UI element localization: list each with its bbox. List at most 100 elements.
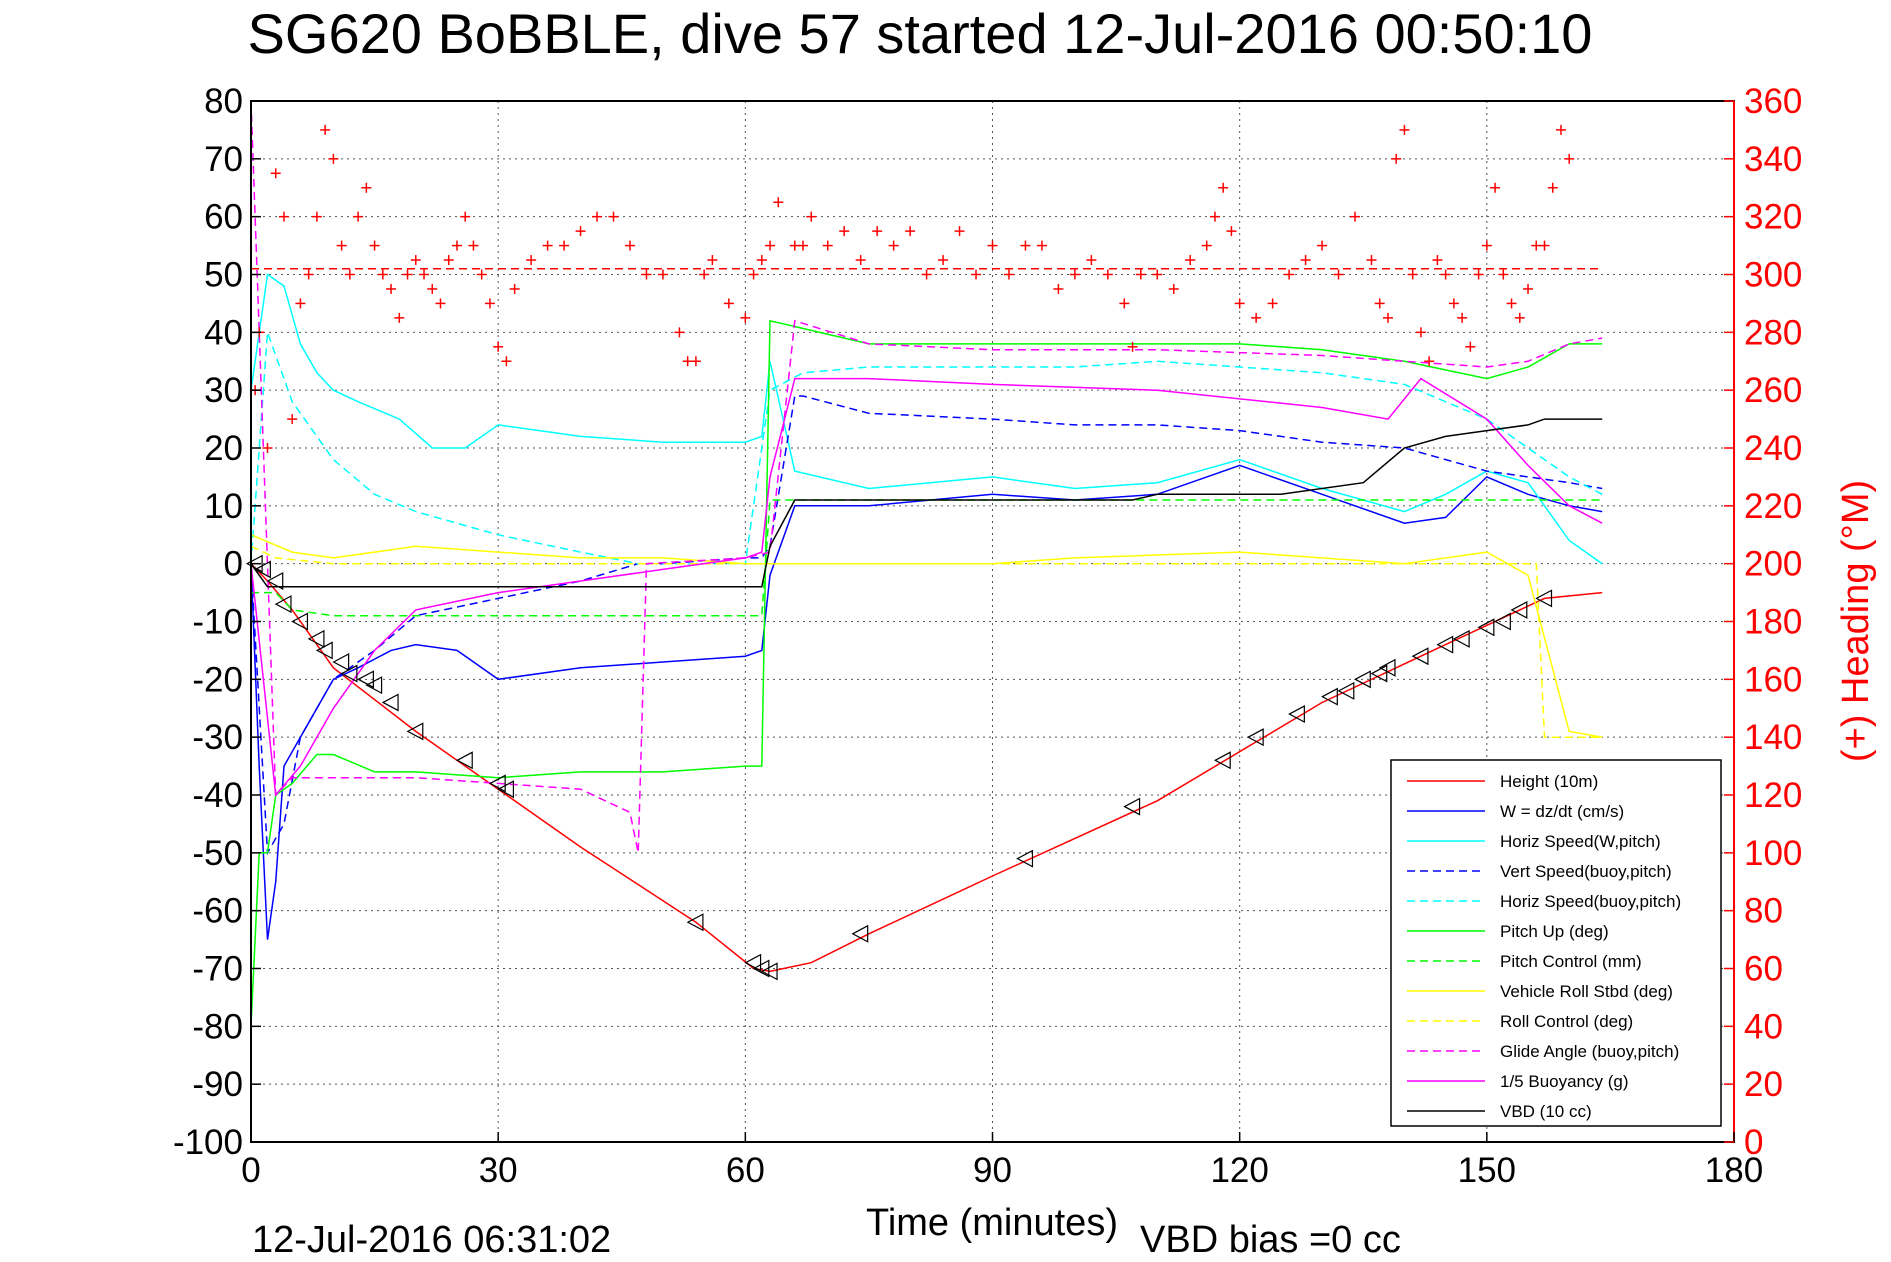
- right-y-axis-label: (+) Heading (°M): [1835, 480, 1877, 762]
- heading-point: [1036, 240, 1047, 251]
- heading-point: [559, 240, 570, 251]
- heading-point: [971, 269, 982, 280]
- series-line-9: [250, 100, 1603, 853]
- heading-point: [509, 283, 520, 294]
- heading-point: [798, 240, 809, 251]
- heading-point: [1020, 240, 1031, 251]
- heading-point: [270, 168, 281, 179]
- legend-item: Vert Speed(buoy,pitch): [1407, 862, 1672, 881]
- heading-point: [839, 226, 850, 237]
- heading-point: [624, 240, 635, 251]
- heading-point: [748, 269, 759, 280]
- series-line-11: [250, 418, 1603, 588]
- heading-point: [765, 240, 776, 251]
- x-tick-label: 0: [241, 1151, 260, 1190]
- footer-vbd-bias: VBD bias =0 cc: [1140, 1219, 1401, 1261]
- right-y-tick-label: 20: [1744, 1065, 1783, 1104]
- triangle-marker: [1494, 612, 1511, 631]
- triangle-marker: [1535, 589, 1553, 608]
- y-tick-label: -60: [192, 892, 243, 931]
- heading-point: [1547, 182, 1558, 193]
- heading-point: [353, 211, 364, 222]
- heading-point: [1473, 269, 1484, 280]
- heading-point: [361, 182, 372, 193]
- y-tick-label: 80: [204, 82, 243, 121]
- heading-point: [1069, 269, 1080, 280]
- heading-point: [1218, 182, 1229, 193]
- legend-item: Horiz Speed(W,pitch): [1407, 832, 1661, 851]
- triangle-marker: [1337, 681, 1355, 700]
- heading-point: [608, 211, 619, 222]
- heading-markers: [250, 124, 1602, 453]
- heading-point: [1399, 124, 1410, 135]
- heading-point: [1539, 240, 1550, 251]
- heading-point: [526, 255, 537, 266]
- heading-point: [435, 298, 446, 309]
- legend-label: VBD (10 cc): [1500, 1102, 1592, 1121]
- y-tick-label: -80: [192, 1007, 243, 1046]
- heading-point: [1267, 298, 1278, 309]
- heading-point: [328, 153, 339, 164]
- heading-point: [1251, 312, 1262, 323]
- heading-point: [369, 240, 380, 251]
- x-tick-label: 90: [973, 1151, 1012, 1190]
- heading-point: [888, 240, 899, 251]
- heading-point: [493, 341, 504, 352]
- triangle-marker: [851, 924, 869, 943]
- triangle-marker: [1510, 600, 1528, 619]
- series-layer: [250, 100, 1603, 1027]
- heading-point: [1448, 298, 1459, 309]
- heading-point: [377, 269, 388, 280]
- right-y-tick-label: 60: [1744, 950, 1783, 989]
- heading-point: [1424, 356, 1435, 367]
- heading-point: [756, 255, 767, 266]
- heading-point: [1407, 269, 1418, 280]
- x-tick-label: 180: [1705, 1151, 1763, 1190]
- y-tick-label: -30: [192, 718, 243, 757]
- right-y-tick-label: 100: [1744, 834, 1802, 873]
- series-line-8: [250, 545, 1603, 738]
- legend-item: Pitch Control (mm): [1407, 952, 1642, 971]
- legend-item: W = dz/dt (cm/s): [1407, 802, 1624, 821]
- x-axis-label: Time (minutes): [866, 1202, 1118, 1244]
- heading-point: [806, 211, 817, 222]
- heading-point: [1152, 269, 1163, 280]
- x-tick-label: 30: [479, 1151, 518, 1190]
- heading-point: [295, 298, 306, 309]
- legend-label: Horiz Speed(W,pitch): [1500, 832, 1661, 851]
- heading-point: [954, 226, 965, 237]
- legend-label: Horiz Speed(buoy,pitch): [1500, 892, 1681, 911]
- y-tick-label: 70: [204, 140, 243, 179]
- heading-point: [394, 312, 405, 323]
- heading-point: [822, 240, 833, 251]
- heading-point: [311, 211, 322, 222]
- y-tick-label: -90: [192, 1065, 243, 1104]
- heading-point: [1135, 269, 1146, 280]
- heading-point: [427, 283, 438, 294]
- triangle-marker: [1370, 664, 1388, 683]
- series-line-7: [250, 534, 1603, 738]
- triangle-marker: [1123, 797, 1141, 816]
- right-y-axis-ticks: 3603403203002802602402202001801601401201…: [1724, 82, 1802, 1162]
- triangle-marker: [1477, 618, 1495, 637]
- x-tick-label: 120: [1210, 1151, 1268, 1190]
- heading-point: [1234, 298, 1245, 309]
- legend-label: Height (10m): [1500, 772, 1598, 791]
- heading-point: [278, 211, 289, 222]
- heading-point: [476, 269, 487, 280]
- heading-point: [1465, 341, 1476, 352]
- series-line-3: [250, 395, 1603, 856]
- right-y-tick-label: 200: [1744, 545, 1802, 584]
- series-line-2: [250, 273, 1603, 565]
- heading-point: [410, 255, 421, 266]
- series-line-10: [250, 377, 1603, 797]
- y-tick-label: 10: [204, 487, 243, 526]
- right-y-tick-label: 340: [1744, 140, 1802, 179]
- triangle-marker: [340, 664, 358, 683]
- y-tick-label: 0: [224, 545, 243, 584]
- x-axis-ticks: 0 30 60 90 120 150 180: [241, 1132, 1763, 1190]
- legend-label: Pitch Control (mm): [1500, 952, 1642, 971]
- y-axis-ticks: 80 70 60 50 40 30 20 10 0 -10 -20 -30 -40 -50 -60 -70 -8…: [173, 82, 261, 1162]
- heading-point: [336, 240, 347, 251]
